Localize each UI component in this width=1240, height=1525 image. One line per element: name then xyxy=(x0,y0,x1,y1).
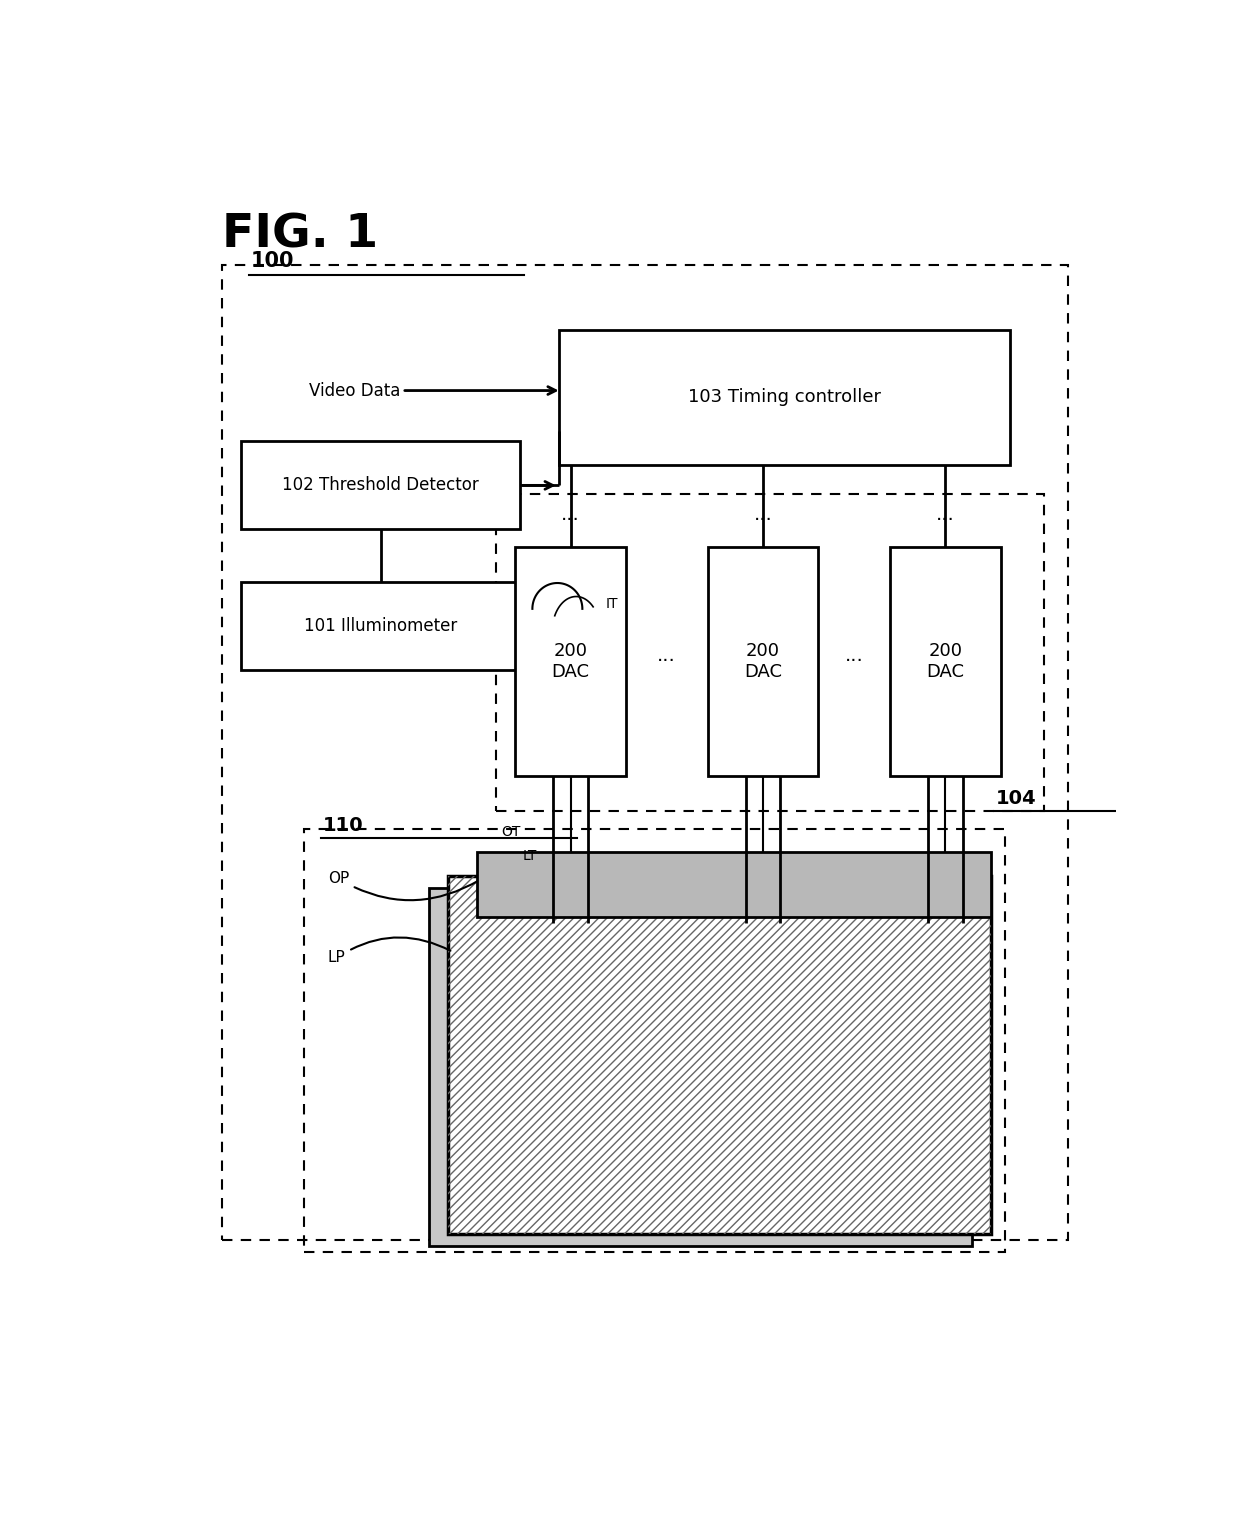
Bar xyxy=(429,888,972,1246)
Text: 104: 104 xyxy=(996,788,1037,808)
Text: ···: ··· xyxy=(657,653,676,671)
Text: OP: OP xyxy=(327,871,480,900)
Text: LT: LT xyxy=(522,849,537,863)
Text: 103 Timing controller: 103 Timing controller xyxy=(688,389,880,406)
Bar xyxy=(448,875,991,1234)
Text: 200
DAC: 200 DAC xyxy=(926,642,965,680)
Bar xyxy=(448,875,991,1234)
Text: ···: ··· xyxy=(844,653,863,671)
Text: 200
DAC: 200 DAC xyxy=(744,642,782,680)
Text: 100: 100 xyxy=(250,252,295,271)
Text: OT: OT xyxy=(501,825,521,839)
Text: LP: LP xyxy=(327,938,450,965)
Bar xyxy=(890,547,1001,776)
Text: 110: 110 xyxy=(324,816,363,834)
Bar xyxy=(242,441,521,529)
Text: 200
DAC: 200 DAC xyxy=(552,642,590,680)
Text: ···: ··· xyxy=(936,511,955,531)
Text: 102 Threshold Detector: 102 Threshold Detector xyxy=(283,476,479,494)
Bar xyxy=(558,329,1011,465)
Text: FIG. 1: FIG. 1 xyxy=(222,212,378,258)
Bar xyxy=(496,494,1044,811)
Text: ···: ··· xyxy=(754,511,773,531)
Bar xyxy=(222,265,1068,1240)
Text: ···: ··· xyxy=(562,511,580,531)
Text: Video Data: Video Data xyxy=(309,381,401,400)
Bar xyxy=(477,852,991,917)
Text: IT: IT xyxy=(606,598,619,612)
Bar xyxy=(242,583,521,671)
Bar xyxy=(304,830,1006,1252)
Bar xyxy=(708,547,818,776)
Bar xyxy=(516,547,626,776)
Text: 101 Illuminometer: 101 Illuminometer xyxy=(304,618,458,636)
